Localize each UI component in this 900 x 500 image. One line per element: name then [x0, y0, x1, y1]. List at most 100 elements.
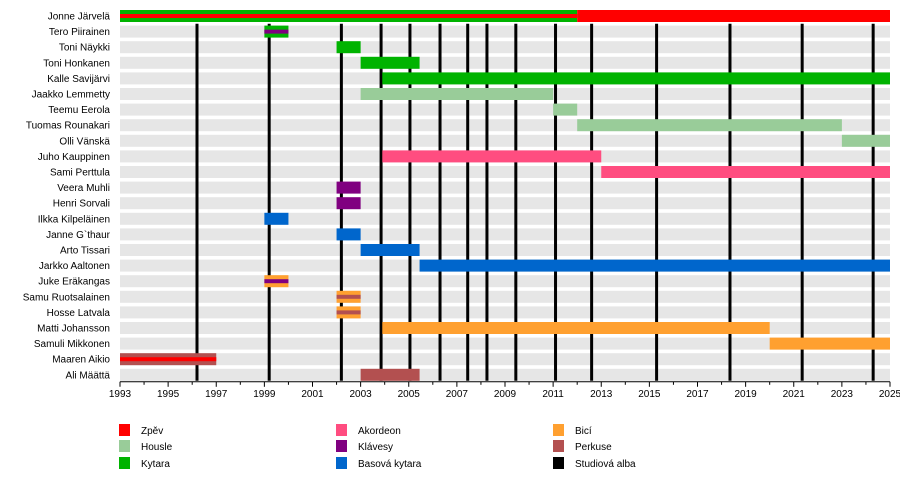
row-background: [120, 197, 890, 210]
legend-label: Housle: [141, 442, 173, 453]
legend-swatch: [119, 457, 130, 469]
legend-label: Kytara: [141, 459, 170, 470]
x-tick-label: 2013: [590, 389, 613, 400]
member-bar: [360, 56, 420, 69]
member-bar: [601, 166, 890, 178]
member-name: Ali Määttä: [66, 370, 111, 381]
member-name: Toni Näykki: [59, 43, 110, 54]
row-background: [120, 134, 890, 147]
x-tick-label: 1995: [157, 389, 180, 400]
member-name: Jonne Järvelä: [48, 12, 111, 23]
member-name: Samuli Mikkonen: [34, 339, 110, 350]
legend-swatch: [119, 440, 130, 452]
member-name: Jarkko Aaltonen: [39, 261, 110, 272]
legend-swatch: [336, 457, 347, 469]
member-bar: [553, 103, 578, 116]
x-tick-label: 2025: [879, 389, 900, 400]
member-name: Tero Piirainen: [49, 27, 110, 38]
x-tick-label: 2009: [494, 389, 517, 400]
legend-label: Bicí: [575, 426, 592, 437]
member-bar: [336, 197, 361, 210]
member-bar: [841, 134, 890, 147]
member-bar: [769, 337, 890, 350]
x-tick-label: 2007: [446, 389, 469, 400]
member-bar-stripe: [264, 29, 289, 34]
member-bar: [336, 181, 361, 194]
row-background: [120, 244, 890, 256]
member-name: Janne G`thaur: [46, 229, 111, 241]
x-tick-label: 2019: [735, 389, 758, 400]
x-tick-label: 2001: [301, 389, 324, 400]
x-tick-label: 1993: [109, 389, 132, 400]
legend-label: Perkuse: [575, 442, 612, 453]
x-tick-label: 2015: [638, 389, 661, 400]
x-tick-label: 2011: [542, 389, 564, 400]
row-background: [120, 25, 890, 38]
x-tick-label: 2005: [398, 389, 421, 400]
row-background: [120, 306, 890, 319]
row-background: [120, 212, 890, 225]
member-name: Veera Muhli: [57, 183, 110, 194]
member-bar: [382, 72, 890, 85]
member-bar-stripe: [336, 294, 361, 299]
x-tick-label: 1999: [253, 389, 276, 400]
row-background: [120, 56, 890, 69]
member-name: Sami Perttula: [50, 168, 110, 179]
member-name: Toni Honkanen: [43, 58, 110, 69]
member-name: Tuomas Rounakari: [26, 121, 110, 132]
member-bar: [264, 212, 289, 225]
member-bar: [577, 119, 842, 132]
legend-label: Zpěv: [141, 426, 163, 437]
member-name: Ilkka Kilpeläinen: [38, 214, 110, 225]
member-name: Jaakko Lemmetty: [32, 90, 110, 101]
legend-swatch: [553, 424, 564, 436]
row-background: [120, 103, 890, 116]
row-background: [120, 368, 890, 381]
legend-swatch: [119, 424, 130, 436]
legend-swatch: [553, 457, 564, 469]
member-name: Maaren Aikio: [52, 355, 110, 366]
row-background: [120, 181, 890, 194]
member-bar: [336, 228, 361, 241]
member-name: Henri Sorvali: [53, 199, 110, 210]
legend-label: Akordeon: [358, 426, 401, 437]
x-tick-label: 2023: [831, 389, 854, 400]
row-background: [120, 353, 890, 366]
member-name: Juke Eräkangas: [38, 277, 110, 288]
member-bar: [360, 88, 554, 100]
member-bar-stripe: [264, 279, 289, 284]
member-name: Teemu Eerola: [48, 105, 110, 116]
member-name: Arto Tissari: [60, 246, 110, 257]
x-tick-label: 1997: [205, 389, 228, 400]
legend-swatch: [336, 440, 347, 452]
legend-label: Studiová alba: [575, 459, 636, 470]
x-tick-label: 2017: [686, 389, 709, 400]
member-name: Juho Kauppinen: [38, 152, 110, 163]
member-name: Matti Johansson: [37, 324, 110, 335]
member-bar: [360, 244, 420, 256]
member-bar: [336, 41, 361, 54]
x-tick-label: 2003: [350, 389, 373, 400]
member-bar: [419, 259, 890, 272]
legend-swatch: [336, 424, 347, 436]
member-bar: [360, 368, 420, 381]
member-name: Samu Ruotsalainen: [23, 292, 110, 303]
member-bar: [382, 322, 770, 334]
row-background: [120, 41, 890, 54]
row-background: [120, 275, 890, 288]
x-tick-label: 2021: [783, 389, 806, 400]
legend-swatch: [553, 440, 564, 452]
row-background: [120, 337, 890, 350]
legend-label: Basová kytara: [358, 459, 422, 470]
member-bar: [577, 10, 890, 22]
member-name: Kalle Savijärvi: [47, 74, 110, 85]
legend-label: Klávesy: [358, 442, 393, 453]
row-background: [120, 228, 890, 241]
member-name: Olli Vänskä: [59, 136, 110, 147]
member-bar: [382, 150, 602, 163]
member-name: Hosse Latvala: [47, 308, 111, 319]
row-background: [120, 290, 890, 303]
member-bar-stripe: [120, 357, 217, 362]
member-bar-stripe: [120, 14, 578, 18]
